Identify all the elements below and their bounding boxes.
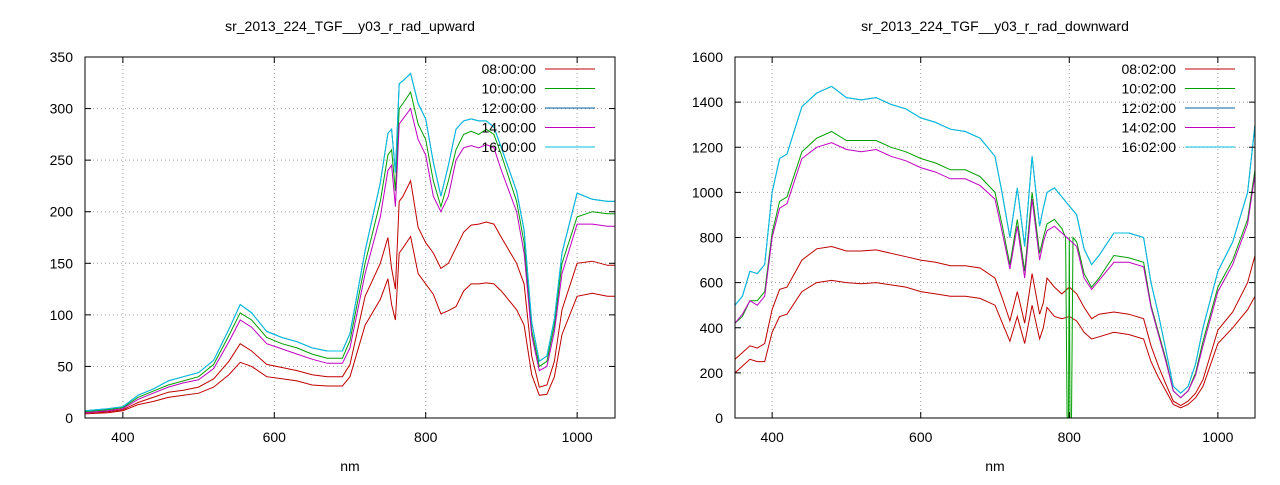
legend-label: 12:00:00: [482, 100, 537, 116]
series-line-12:02:00: [734, 85, 1256, 394]
legend-entry: 08:00:00: [482, 61, 595, 77]
plot-frame: [84, 56, 616, 419]
legend-label: 12:02:00: [1122, 100, 1177, 116]
legend-entry: 12:00:00: [482, 100, 595, 116]
series-line-08:02:00: [734, 279, 1256, 409]
x-tick-label: 1000: [1202, 429, 1233, 445]
legend-label: 14:00:00: [482, 120, 537, 136]
series-line-08:00:00: [84, 179, 615, 414]
y-tick-label: 200: [50, 204, 74, 220]
y-tick-label: 100: [50, 307, 74, 323]
legend-label: 14:02:00: [1122, 120, 1177, 136]
y-tick-label: 300: [50, 101, 74, 117]
y-tick-label: 1400: [692, 94, 723, 110]
y-tick-label: 1200: [692, 139, 723, 155]
x-axis-label: nm: [340, 458, 359, 474]
y-tick-label: 1600: [692, 49, 723, 65]
x-tick-label: 600: [263, 429, 287, 445]
legend-label: 10:02:00: [1122, 81, 1177, 97]
y-tick-label: 0: [65, 410, 73, 426]
legend-entry: 08:02:00: [1122, 61, 1235, 77]
y-tick-label: 350: [50, 49, 74, 65]
x-tick-label: 800: [414, 429, 438, 445]
series-line-16:02:00: [734, 85, 1256, 394]
legend-label: 08:00:00: [482, 61, 537, 77]
chart-panel-2: 400 600 800 1000 0 200 400 600 800 1000 1200 1400 16…: [692, 18, 1256, 474]
x-tick-label: 400: [760, 429, 784, 445]
y-tick-label: 200: [700, 365, 724, 381]
y-tick-label: 1000: [692, 184, 723, 200]
y-tick-label: 50: [57, 358, 73, 374]
legend-entry: 14:00:00: [482, 120, 595, 136]
legend-entry: 16:00:00: [482, 139, 595, 155]
x-axis-label: nm: [985, 458, 1004, 474]
series-line-10:00:00: [84, 90, 615, 413]
series-line-14:00:00: [84, 107, 615, 414]
legend-entry: 12:02:00: [1122, 100, 1235, 116]
series-line-14:02:00: [734, 142, 1256, 399]
legend-label: 10:00:00: [482, 81, 537, 97]
legend-label: 16:02:00: [1122, 139, 1177, 155]
series-line-08:02:00: [734, 245, 1256, 407]
legend-label: 16:00:00: [482, 139, 537, 155]
chart-title: sr_2013_224_TGF__y03_r_rad_downward: [861, 18, 1129, 34]
legend-label: 08:02:00: [1122, 61, 1177, 77]
series-line-08:00:00: [84, 235, 615, 415]
y-tick-label: 0: [715, 410, 723, 426]
series-line-10:02:00: [734, 130, 1256, 419]
y-tick-label: 800: [700, 230, 724, 246]
legend-entry: 10:00:00: [482, 81, 595, 97]
y-tick-label: 400: [700, 320, 724, 336]
legend-entry: 16:02:00: [1122, 139, 1235, 155]
x-tick-label: 800: [1058, 429, 1082, 445]
series-line-16:00:00: [84, 72, 615, 412]
x-tick-label: 600: [909, 429, 933, 445]
y-tick-label: 250: [50, 152, 74, 168]
y-tick-label: 600: [700, 275, 724, 291]
legend-entry: 14:02:00: [1122, 120, 1235, 136]
legend-entry: 10:02:00: [1122, 81, 1235, 97]
y-tick-label: 150: [50, 255, 74, 271]
chart-title: sr_2013_224_TGF__y03_r_rad_upward: [225, 18, 475, 34]
x-tick-label: 400: [111, 429, 135, 445]
chart-panel-1: 400 600 800 1000 0 50 100 150 200 250 300 350 sr_201…: [50, 18, 616, 474]
x-tick-label: 1000: [562, 429, 593, 445]
